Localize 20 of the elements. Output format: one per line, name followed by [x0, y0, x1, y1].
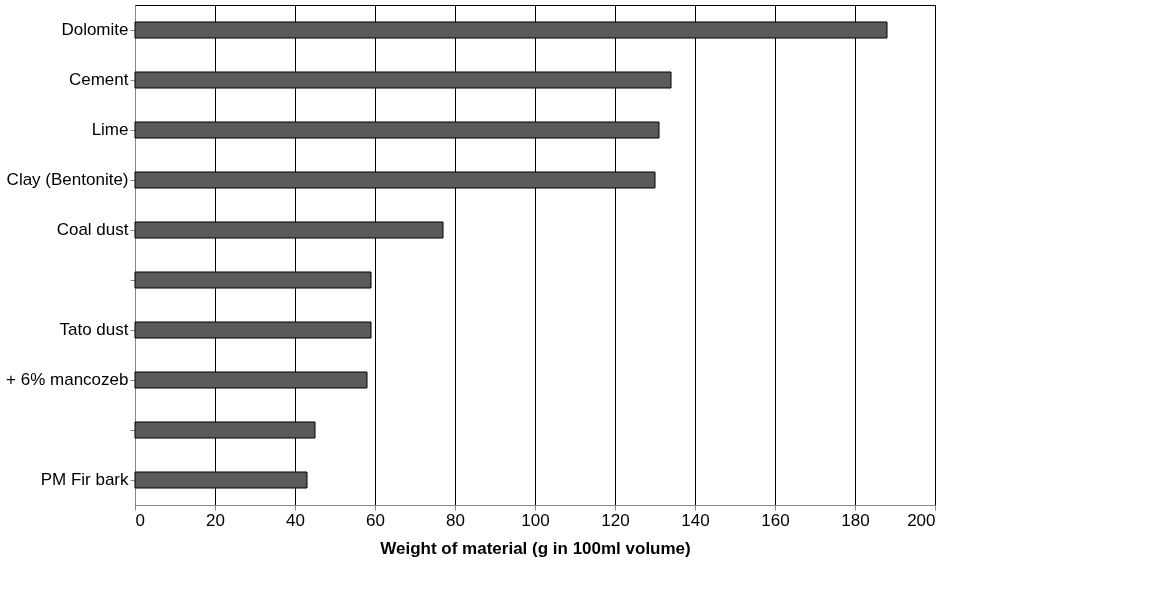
x-tick-label: 20: [206, 510, 225, 530]
y-tick-label: Coal dust: [56, 220, 129, 239]
y-tick-label: PM Fir bark: [40, 470, 129, 489]
x-tick-label: 100: [521, 510, 550, 530]
x-tick-label: 180: [841, 510, 870, 530]
x-tick-label: 80: [446, 510, 465, 530]
x-tick-label: 160: [761, 510, 790, 530]
y-tick-label: Cement: [68, 70, 129, 89]
x-tick-label: 140: [681, 510, 710, 530]
y-tick-label: Dolomite: [61, 20, 129, 39]
x-tick-label: 200: [907, 510, 936, 530]
x-tick-label: 0: [135, 510, 145, 530]
y-tick-label: Clay (Bentonite): [6, 170, 129, 189]
x-tick-label: 60: [366, 510, 385, 530]
x-tick-label: 40: [286, 510, 305, 530]
y-tick-label: + 6% mancozeb: [6, 370, 129, 389]
x-axis-title: Weight of material (g in 100ml volume): [380, 538, 691, 558]
x-tick-label: 120: [601, 510, 630, 530]
y-tick-label: Lime: [91, 120, 129, 139]
y-tick-label: Tato dust: [59, 320, 129, 339]
